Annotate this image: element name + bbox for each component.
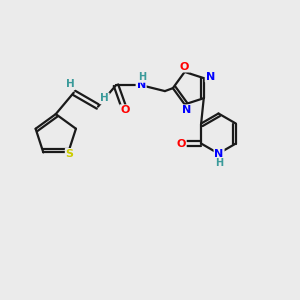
Text: N: N <box>136 80 146 90</box>
Text: O: O <box>180 61 189 72</box>
Text: N: N <box>214 149 224 159</box>
Text: H: H <box>138 72 146 82</box>
Text: H: H <box>66 80 75 89</box>
Text: S: S <box>66 149 74 159</box>
Text: O: O <box>120 105 130 115</box>
Text: H: H <box>100 93 109 103</box>
Text: O: O <box>176 139 186 148</box>
Text: N: N <box>182 105 191 115</box>
Text: H: H <box>215 158 223 168</box>
Text: N: N <box>206 72 215 82</box>
